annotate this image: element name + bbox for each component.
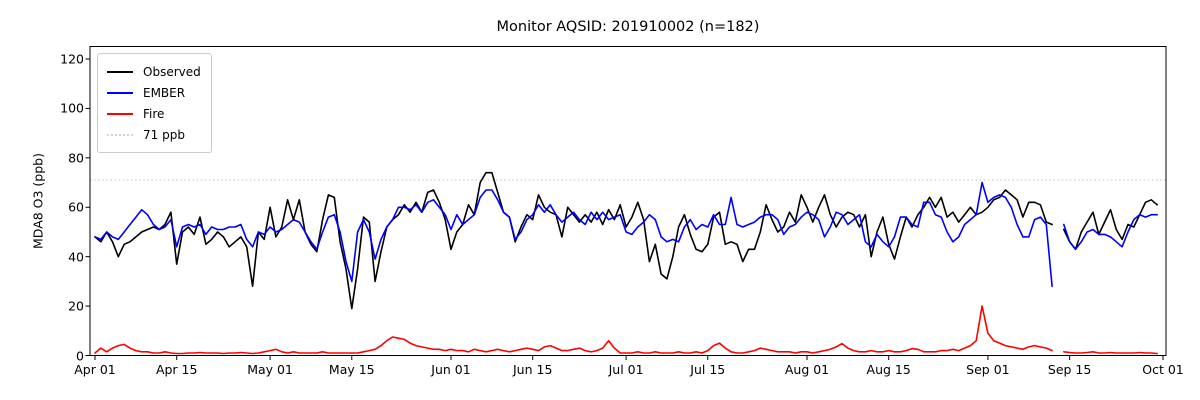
- legend-label: EMBER: [143, 85, 186, 100]
- axes-box: [89, 46, 1167, 356]
- chart-title: Monitor AQSID: 201910002 (n=182): [496, 19, 760, 35]
- x-tick-label: Oct 01: [1142, 362, 1184, 377]
- legend-label: 71 ppb: [143, 127, 185, 142]
- legend-item-observed: Observed: [107, 61, 201, 82]
- legend-item-ember: EMBER: [107, 82, 201, 103]
- x-tick-label: Aug 15: [866, 362, 911, 377]
- series-line-ember: [94, 181, 1158, 288]
- x-tick-label: Jul 01: [608, 362, 644, 377]
- x-tick-label: Sep 15: [1047, 362, 1092, 377]
- y-tick-label: 0: [76, 348, 84, 363]
- x-tick-label: Jun 15: [512, 362, 553, 377]
- x-tick-label: Apr 01: [74, 362, 116, 377]
- legend-line-sample-fire: [107, 112, 133, 115]
- legend-line-sample-ember: [107, 91, 133, 94]
- series-line-fire: [94, 305, 1158, 355]
- y-tick-label: 80: [68, 150, 84, 166]
- series-line-observed: [94, 171, 1158, 310]
- y-tick-label: 40: [68, 249, 84, 265]
- y-tick-label: 60: [68, 199, 84, 215]
- legend-label: Observed: [143, 64, 201, 79]
- y-tick-label: 100: [60, 100, 84, 116]
- legend-label: Fire: [143, 106, 165, 121]
- x-tick-label: May 01: [247, 362, 293, 377]
- legend-line-sample-observed: [107, 70, 133, 73]
- y-tick-label: 20: [68, 298, 84, 314]
- x-tick-label: Apr 15: [155, 362, 198, 377]
- x-tick-label: Jul 15: [690, 362, 726, 377]
- legend: Observed EMBER Fire 71 ppb: [97, 53, 212, 153]
- x-tick-label: May 15: [328, 362, 375, 377]
- legend-item-threshold: 71 ppb: [107, 124, 201, 145]
- y-tick-label: 120: [60, 51, 84, 67]
- legend-line-sample-threshold: [107, 133, 133, 136]
- x-tick-label: Jun 01: [431, 362, 471, 377]
- legend-item-fire: Fire: [107, 103, 201, 124]
- x-tick-label: Sep 01: [966, 362, 1010, 377]
- x-tick-label: Aug 01: [784, 362, 830, 377]
